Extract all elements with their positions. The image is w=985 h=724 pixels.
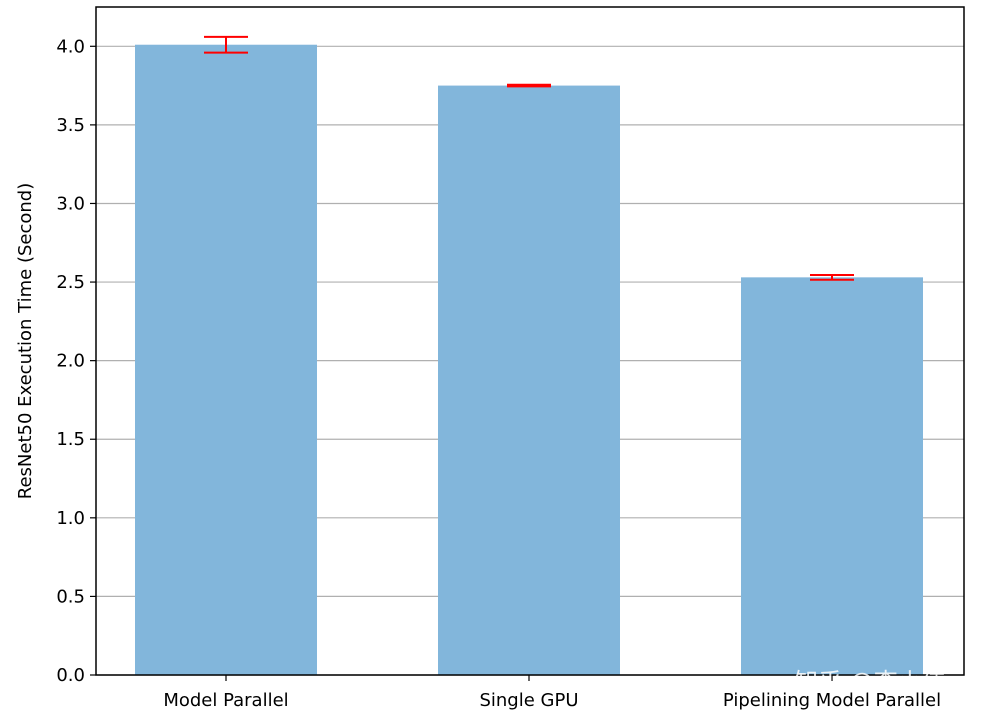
y-tick-label: 2.0 — [56, 351, 85, 372]
y-tick-label: 2.5 — [56, 272, 85, 293]
y-tick-label: 1.0 — [56, 508, 85, 529]
error-bars — [204, 35, 854, 281]
bars — [135, 44, 923, 675]
y-axis-label: ResNet50 Execution Time (Second) — [15, 183, 36, 500]
y-tick-label: 0.5 — [56, 586, 85, 607]
x-tick-label: Single GPU — [479, 690, 578, 711]
y-tick-label: 3.0 — [56, 193, 85, 214]
y-tick-label: 3.5 — [56, 115, 85, 136]
error-bar — [204, 35, 248, 54]
x-tick-label: Model Parallel — [163, 690, 288, 711]
plot-frame — [95, 6, 965, 676]
bar — [135, 44, 317, 675]
y-tick-label: 4.0 — [56, 36, 85, 57]
x-tick-label: Pipelining Model Parallel — [723, 690, 941, 711]
error-bar — [810, 273, 854, 281]
x-axis-ticks: Model Parallel Single GPU Pipelining Model… — [163, 675, 941, 711]
y-tick-label: 1.5 — [56, 429, 85, 450]
y-axis-ticks: 0.0 0.5 1.0 1.5 2.0 2.5 3.0 3.5 4.0 — [56, 36, 96, 686]
bar — [438, 85, 620, 675]
error-bar — [507, 83, 551, 88]
bar — [741, 277, 923, 675]
watermark: 知乎 @李小伟 — [794, 668, 946, 696]
y-tick-label: 0.0 — [56, 665, 85, 686]
